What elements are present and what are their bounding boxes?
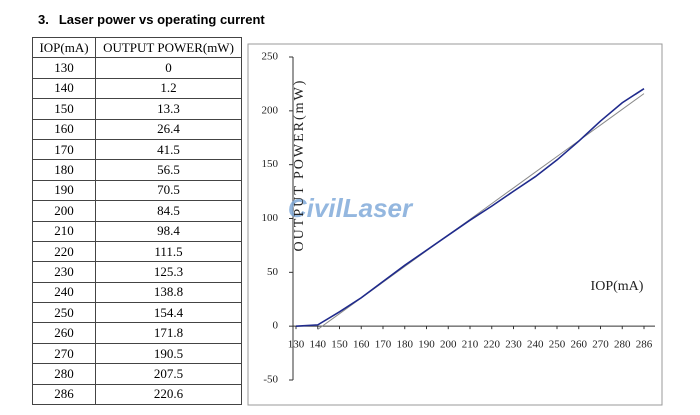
table-row: 260 171.8 bbox=[32, 322, 242, 344]
y-axis-label: OUTPUT POWER(mW) bbox=[292, 79, 307, 252]
cell: 13.3 bbox=[95, 98, 242, 120]
cell: 41.5 bbox=[95, 138, 242, 161]
cell: 260 bbox=[32, 322, 96, 344]
table-row: 150 13.3 bbox=[32, 98, 242, 120]
x-tick-label: 170 bbox=[375, 339, 392, 351]
y-tick-label: -50 bbox=[263, 374, 278, 386]
chart-frame bbox=[247, 43, 663, 406]
x-tick-label: 286 bbox=[636, 339, 653, 351]
x-axis-label: IOP(mA) bbox=[591, 279, 644, 294]
x-tick-label: 280 bbox=[614, 339, 631, 351]
table-row: 170 41.5 bbox=[32, 138, 242, 161]
series-line bbox=[295, 87, 645, 327]
x-tick-label: 220 bbox=[484, 339, 501, 351]
table-row: 180 56.5 bbox=[32, 159, 242, 181]
heading-title: Laser power vs operating current bbox=[58, 12, 265, 27]
y-tick-label: 0 bbox=[273, 320, 279, 332]
cell: OUTPUT POWER(mW) bbox=[95, 36, 242, 59]
table-row: 210 98.4 bbox=[32, 220, 242, 242]
data-table: IOP(mA) OUTPUT POWER(mW) 130 0 140 1.2 150 13.3… bbox=[32, 36, 242, 406]
table-row: 240 138.8 bbox=[32, 281, 242, 304]
table-row: 270 190.5 bbox=[32, 342, 242, 365]
cell: 286 bbox=[32, 383, 96, 406]
table-row: 280 207.5 bbox=[32, 363, 242, 385]
cell: 200 bbox=[32, 200, 96, 222]
cell: 111.5 bbox=[95, 240, 242, 263]
watermark: CivilLaser bbox=[288, 193, 414, 223]
x-tick-label: 140 bbox=[310, 339, 327, 351]
heading-number: 3. bbox=[38, 12, 49, 27]
x-tick-label: 180 bbox=[397, 339, 414, 351]
x-tick-label: 270 bbox=[592, 339, 609, 351]
table-row: 250 154.4 bbox=[32, 302, 242, 324]
header-row: IOP(mA) OUTPUT POWER(mW) bbox=[32, 36, 242, 59]
y-tick-label: 150 bbox=[262, 158, 279, 170]
x-tick-label: 260 bbox=[571, 339, 588, 351]
x-tick-label: 250 bbox=[549, 339, 566, 351]
y-tick-label: 100 bbox=[262, 212, 279, 224]
cell: 180 bbox=[32, 159, 96, 181]
x-tick-label: 150 bbox=[331, 339, 348, 351]
heading: 3. Laser power vs operating current bbox=[38, 12, 275, 27]
y-tick-label: 250 bbox=[262, 51, 279, 63]
y-tick-label: 50 bbox=[267, 266, 279, 278]
table-row: 190 70.5 bbox=[32, 179, 242, 202]
table-row: 286 220.6 bbox=[32, 383, 242, 406]
x-tick-label: 200 bbox=[440, 339, 457, 351]
cell: 220.6 bbox=[95, 383, 242, 406]
cell: 207.5 bbox=[95, 363, 242, 385]
x-tick-label: 230 bbox=[505, 339, 522, 351]
cell: 56.5 bbox=[95, 159, 242, 181]
y-tick-label: 200 bbox=[262, 104, 279, 116]
table-row: 140 1.2 bbox=[32, 77, 242, 100]
x-tick-label: 130 bbox=[288, 339, 305, 351]
cell: 270 bbox=[32, 342, 96, 365]
x-tick-label: 160 bbox=[353, 339, 370, 351]
cell: IOP(mA) bbox=[32, 36, 96, 59]
cell: 210 bbox=[32, 220, 96, 242]
table-row: 200 84.5 bbox=[32, 200, 242, 222]
x-tick-label: 190 bbox=[418, 339, 435, 351]
table-row: 130 0 bbox=[32, 57, 242, 79]
x-tick-label: 210 bbox=[462, 339, 479, 351]
x-tick-label: 240 bbox=[527, 339, 544, 351]
